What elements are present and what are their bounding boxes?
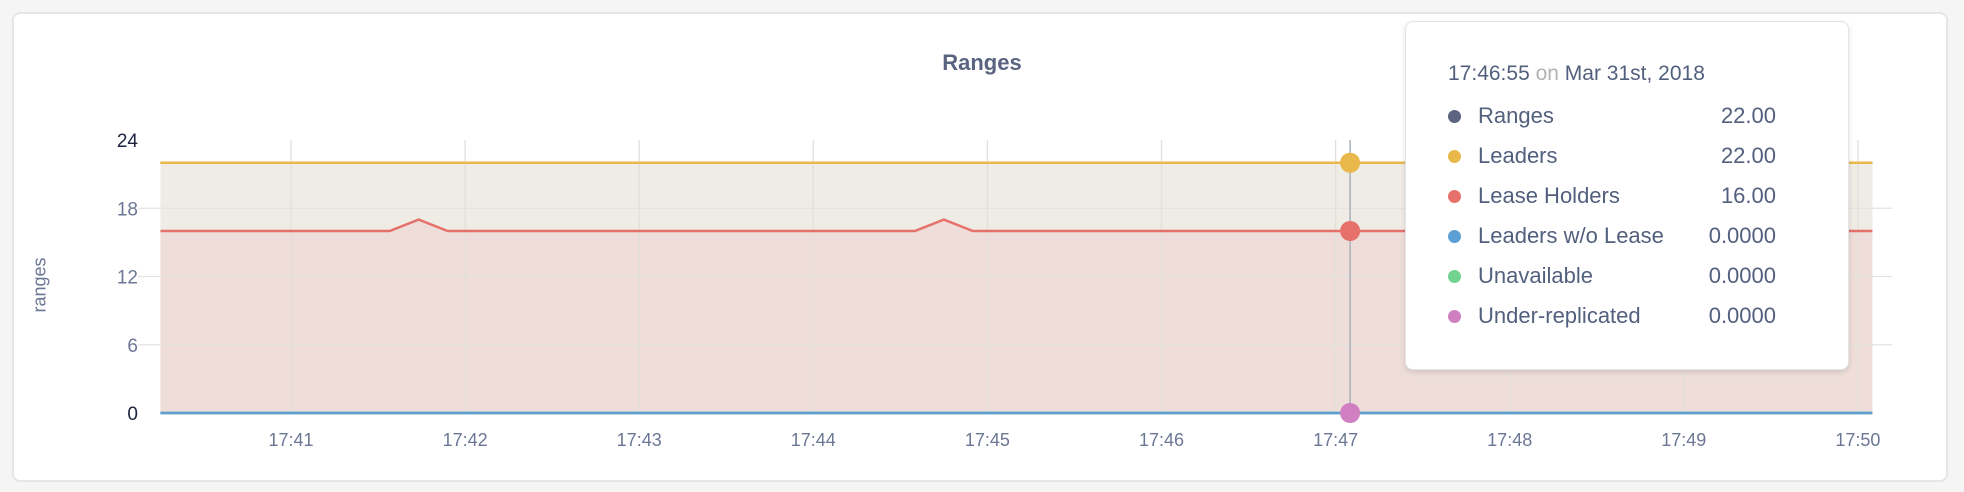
y-tick-label: 0	[127, 404, 138, 425]
x-tick-label: 17:48	[1487, 430, 1532, 450]
chart-title: Ranges	[942, 50, 1022, 75]
tooltip-row: Under-replicated 0.0000	[1448, 296, 1848, 336]
x-tick-label: 17:42	[443, 430, 488, 450]
tooltip-series-value: 22.00	[1720, 103, 1776, 128]
tooltip-series-value: 22.00	[1720, 143, 1776, 168]
legend-dot-icon	[1448, 109, 1461, 123]
y-axis-label: ranges	[29, 257, 50, 313]
tooltip-series-value: 0.0000	[1708, 303, 1776, 328]
tooltip-series-name: Lease Holders	[1478, 183, 1620, 208]
tooltip-row: Lease Holders 16.00	[1448, 176, 1848, 216]
tooltip-series-value: 16.00	[1720, 183, 1776, 208]
tooltip-row: Ranges 22.00	[1448, 96, 1848, 136]
tooltip-row: Unavailable 0.0000	[1448, 256, 1848, 296]
tooltip-series-value: 0.0000	[1708, 263, 1776, 288]
tooltip-on: on	[1535, 62, 1559, 85]
tooltip-date: Mar 31st, 2018	[1564, 62, 1705, 85]
y-tick-label: 18	[117, 199, 138, 220]
hover-point-lease-holders	[1340, 221, 1361, 241]
x-tick-label: 17:50	[1835, 430, 1880, 450]
x-tick-label: 17:45	[965, 430, 1010, 450]
x-tick-label: 17:47	[1313, 430, 1358, 450]
legend-dot-icon	[1448, 189, 1461, 203]
tooltip-series-name: Ranges	[1478, 103, 1554, 128]
tooltip-series-name: Unavailable	[1478, 263, 1593, 288]
legend-dot-icon	[1448, 149, 1461, 163]
x-tick-label: 17:49	[1661, 430, 1706, 450]
tooltip-time: 17:46:55	[1448, 62, 1530, 85]
series-line-lease-holders	[160, 218, 1873, 233]
legend-dot-icon	[1448, 229, 1461, 243]
tooltip-series-name: Leaders	[1478, 143, 1558, 168]
y-tick-label: 12	[117, 268, 138, 289]
hover-point-under-replicated	[1340, 403, 1361, 423]
x-tick-label: 17:44	[791, 430, 836, 450]
hover-tooltip: 17:46:55 on Mar 31st, 2018 Ranges 22.00 …	[1405, 21, 1849, 370]
legend-dot-icon	[1448, 309, 1461, 323]
tooltip-series-value: 0.0000	[1708, 223, 1776, 248]
x-tick-label: 17:46	[1139, 430, 1184, 450]
tooltip-row: Leaders 22.00	[1448, 136, 1848, 176]
y-tick-label: 24	[117, 131, 139, 152]
x-tick-label: 17:41	[268, 430, 313, 450]
y-tick-label: 6	[127, 336, 138, 357]
tooltip-header: 17:46:55 on Mar 31st, 2018	[1448, 62, 1848, 86]
tooltip-series-name: Leaders w/o Lease	[1478, 223, 1664, 248]
legend-dot-icon	[1448, 269, 1461, 283]
tooltip-series-name: Under-replicated	[1478, 303, 1641, 328]
hover-point-leaders	[1340, 152, 1361, 173]
tooltip-row: Leaders w/o Lease 0.0000	[1448, 216, 1848, 256]
x-tick-label: 17:43	[617, 430, 662, 450]
